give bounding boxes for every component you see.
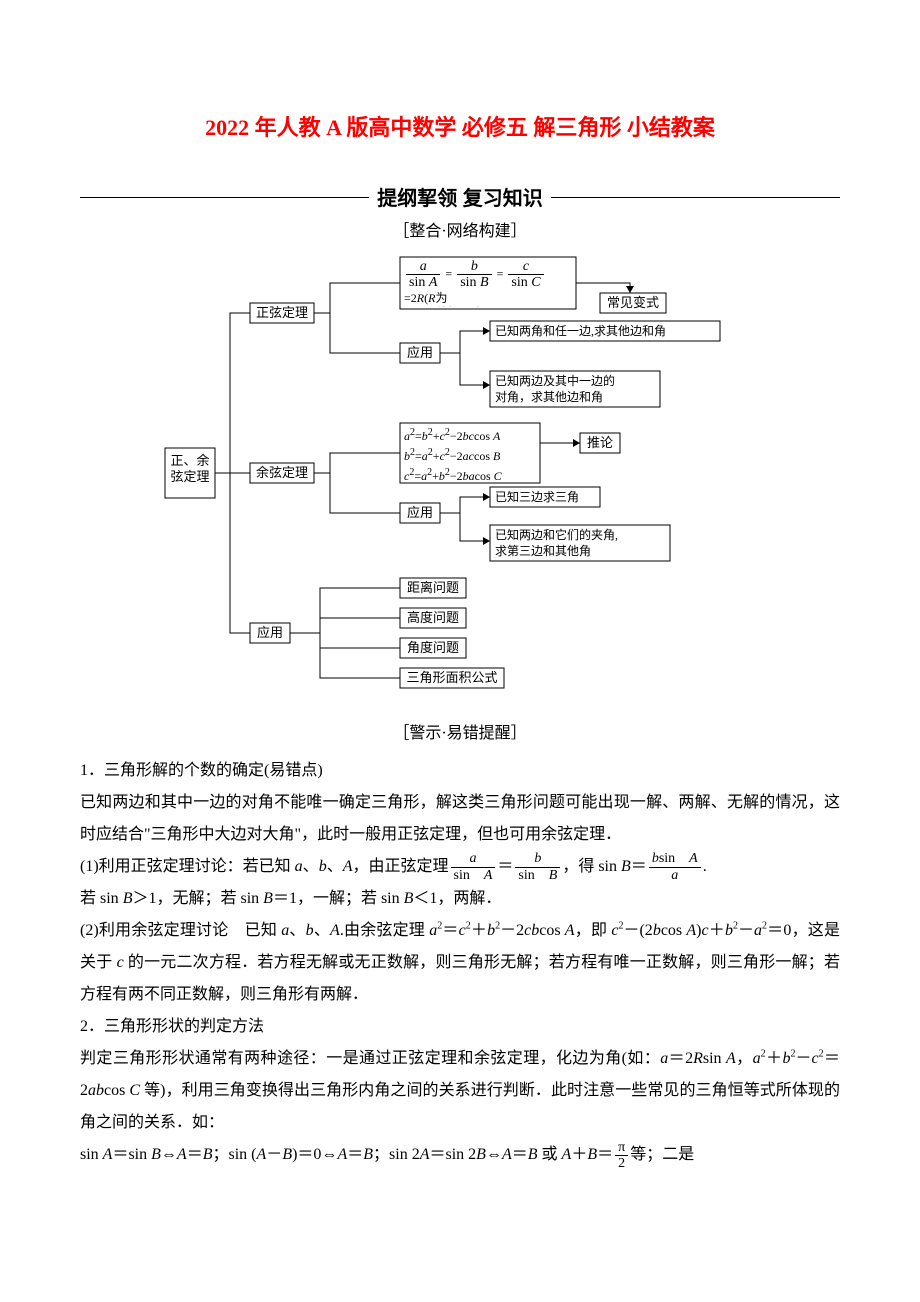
svg-text:已知两边及其中一边的: 已知两边及其中一边的: [495, 373, 615, 388]
node-root: 正、余 弦定理: [165, 448, 215, 498]
subheader-1: ［整合·网络构建］: [80, 217, 840, 241]
para-1: 1．三角形解的个数的确定(易错点): [80, 755, 840, 787]
body-text: 1．三角形解的个数的确定(易错点) 已知两边和其中一边的对角不能唯一确定三角形，…: [80, 755, 840, 1171]
node-cos-formula: a2=b2+c2−2bccos Ab2=a2+c2−2accos Bc2=a2+…: [400, 423, 540, 483]
svg-text:三角形面积公式: 三角形面积公式: [406, 670, 497, 685]
section-header-text: 提纲挈领 复习知识: [369, 182, 551, 211]
subheader-2: ［警示·易错提醒］: [80, 719, 840, 743]
svg-text:推论: 推论: [587, 435, 613, 450]
node-app-height: 高度问题: [400, 608, 466, 628]
node-cos-case2: 已知两边和它们的夹角, 求第三边和其他角: [490, 525, 670, 561]
document-title: 2022 年人教 A 版高中数学 必修五 解三角形 小结教案: [80, 110, 840, 142]
cos-formula-content: a2=b2+c2−2bccos Ab2=a2+c2−2accos Bc2=a2+…: [404, 425, 538, 481]
para-5: (2)利用余弦定理讨论 已知 a、b、A.由余弦定理 a2＝c2＋b2－2cbc…: [80, 915, 840, 1011]
node-sine-case2: 已知两边及其中一边的 对角，求其他边和角: [490, 371, 660, 407]
node-app-area: 三角形面积公式: [400, 668, 504, 688]
para-4: 若 sin B＞1，无解；若 sin B＝1，一解；若 sin B＜1，两解．: [80, 883, 840, 915]
node-app-distance: 距离问题: [400, 578, 466, 598]
sine-formula-content: asin A = bsin B = csin C =2R(R为△ABC外接圆半径…: [404, 259, 572, 307]
svg-text:已知三边求三角: 已知三边求三角: [495, 490, 579, 504]
node-cos-corollary: 推论: [580, 433, 620, 453]
svg-text:已知两边和它们的夹角,: 已知两边和它们的夹角,: [495, 527, 618, 542]
svg-text:对角，求其他边和角: 对角，求其他边和角: [495, 390, 603, 404]
svg-text:常见变式: 常见变式: [607, 295, 659, 310]
svg-text:求第三边和其他角: 求第三边和其他角: [495, 544, 591, 558]
node-application: 应用: [250, 623, 290, 643]
section-header: 提纲挈领 复习知识: [80, 182, 840, 211]
svg-text:正弦定理: 正弦定理: [256, 305, 308, 320]
node-app-angle: 角度问题: [400, 638, 466, 658]
svg-text:应用: 应用: [407, 505, 433, 520]
svg-text:弦定理: 弦定理: [170, 469, 209, 484]
node-cos-app: 应用: [400, 503, 440, 523]
node-sine: 正弦定理: [250, 303, 314, 323]
para-6: 2．三角形形状的判定方法: [80, 1011, 840, 1043]
para-2: 已知两边和其中一边的对角不能唯一确定三角形，解这类三角形问题可能出现一解、两解、…: [80, 787, 840, 851]
svg-text:已知两角和任一边,求其他边和角: 已知两角和任一边,求其他边和角: [495, 324, 666, 338]
node-sine-app: 应用: [400, 343, 440, 363]
node-root-label: 正、余: [170, 453, 209, 468]
node-cosine: 余弦定理: [250, 463, 314, 483]
node-sine-case1: 已知两角和任一边,求其他边和角: [490, 321, 720, 341]
svg-text:应用: 应用: [257, 625, 283, 640]
node-sine-formula: asin A = bsin B = csin C =2R(R为△ABC外接圆半径…: [400, 257, 576, 309]
concept-diagram: 正、余 弦定理 正弦定理 asin A = bsin B = csin C =2…: [80, 253, 840, 713]
node-cos-case1: 已知三边求三角: [490, 487, 600, 507]
svg-text:高度问题: 高度问题: [407, 610, 459, 625]
para-7: 判定三角形形状通常有两种途径：一是通过正弦定理和余弦定理，化边为角(如：a＝2R…: [80, 1043, 840, 1139]
para-8: sin A＝sin B⇔A＝B；sin (A－B)＝0⇔A＝B；sin 2A＝s…: [80, 1139, 840, 1171]
para-3: (1)利用正弦定理讨论：若已知 a、b、A，由正弦定理asin A＝bsin B…: [80, 851, 840, 883]
svg-text:距离问题: 距离问题: [407, 580, 459, 595]
svg-text:角度问题: 角度问题: [407, 640, 459, 655]
node-sine-variant: 常见变式: [600, 293, 666, 313]
svg-text:余弦定理: 余弦定理: [256, 465, 308, 480]
svg-text:应用: 应用: [407, 345, 433, 360]
